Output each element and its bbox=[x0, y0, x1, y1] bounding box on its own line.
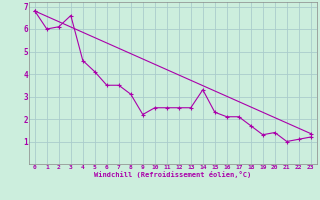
X-axis label: Windchill (Refroidissement éolien,°C): Windchill (Refroidissement éolien,°C) bbox=[94, 171, 252, 178]
